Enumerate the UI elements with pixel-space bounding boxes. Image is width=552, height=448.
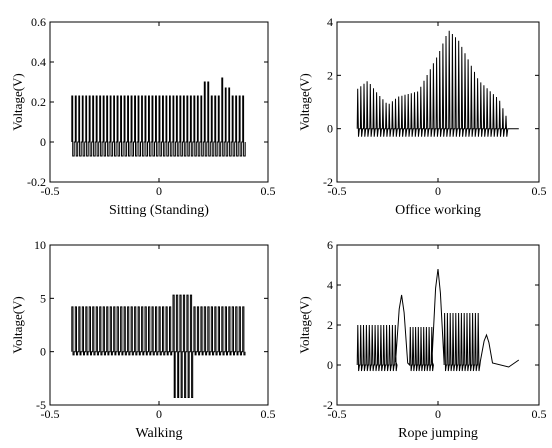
y-tick-label: -2 — [323, 398, 333, 412]
x-tick-label: -0.5 — [41, 407, 60, 421]
y-tick-label: 2 — [327, 68, 333, 82]
subplot-1: -0.5 0 0.5 -0.2 0 0.2 0.4 0.6 Voltage(V) Sitting … — [10, 15, 276, 218]
x-tick-label: 0 — [435, 407, 441, 421]
x-tick-label: -0.5 — [41, 184, 60, 198]
y-tick-label: -0.2 — [27, 175, 46, 189]
y-axis-label: Voltage(V) — [10, 73, 25, 131]
y-axis-label: Voltage(V) — [297, 296, 312, 354]
y-tick-label: 0.2 — [31, 95, 46, 109]
subplot-2: -0.5 0 0.5 -2 0 2 4 Voltage(V) Office working — [297, 15, 547, 218]
subplot-3: -0.5 0 0.5 -5 0 5 10 Voltage(V) Walking — [10, 238, 276, 441]
x-tick-label: 0.5 — [261, 407, 276, 421]
y-tick-label: 10 — [34, 238, 46, 252]
subplot-caption: Office working — [395, 203, 481, 218]
x-tick-label: 0.5 — [261, 184, 276, 198]
y-tick-label: -2 — [323, 175, 333, 189]
y-tick-label: 0 — [327, 122, 333, 136]
signal-trace — [356, 268, 520, 372]
x-tick-label: 0 — [156, 407, 162, 421]
subplot-caption: Walking — [135, 426, 182, 441]
x-tick-label: -0.5 — [328, 407, 347, 421]
x-tick-label: -0.5 — [328, 184, 347, 198]
y-tick-label: 6 — [327, 238, 333, 252]
signal-trace — [71, 77, 246, 157]
y-tick-label: 5 — [40, 291, 46, 305]
subplot-caption: Sitting (Standing) — [109, 203, 209, 218]
x-tick-label: 0.5 — [532, 184, 547, 198]
y-tick-label: 4 — [327, 15, 333, 29]
y-axis-label: Voltage(V) — [10, 296, 25, 354]
x-tick-label: 0 — [435, 184, 441, 198]
y-tick-label: 0.6 — [31, 15, 46, 29]
y-tick-label: 2 — [327, 318, 333, 332]
signal-trace — [71, 294, 246, 398]
subplot-caption: Rope jumping — [398, 426, 478, 441]
x-tick-label: 0.5 — [532, 407, 547, 421]
y-axis-label: Voltage(V) — [297, 73, 312, 131]
signal-trace — [356, 30, 519, 137]
y-tick-label: 4 — [327, 278, 333, 292]
y-tick-label: 0 — [327, 358, 333, 372]
x-tick-label: 0 — [156, 184, 162, 198]
y-tick-label: -5 — [36, 398, 46, 412]
subplot-4: -0.5 0 0.5 -2 0 2 4 6 Voltage(V) Rope jumping — [297, 238, 547, 441]
y-tick-label: 0 — [40, 135, 46, 149]
y-tick-label: 0 — [40, 345, 46, 359]
y-tick-label: 0.4 — [31, 55, 46, 69]
